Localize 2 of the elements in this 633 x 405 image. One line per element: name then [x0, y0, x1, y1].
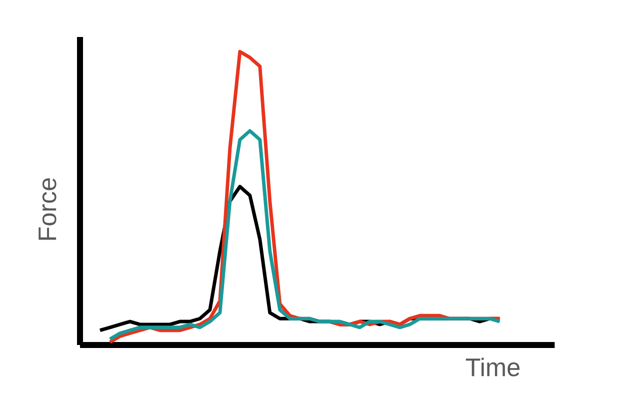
x-axis-title: Time [466, 358, 520, 376]
y-axis-title: Force [38, 178, 56, 240]
